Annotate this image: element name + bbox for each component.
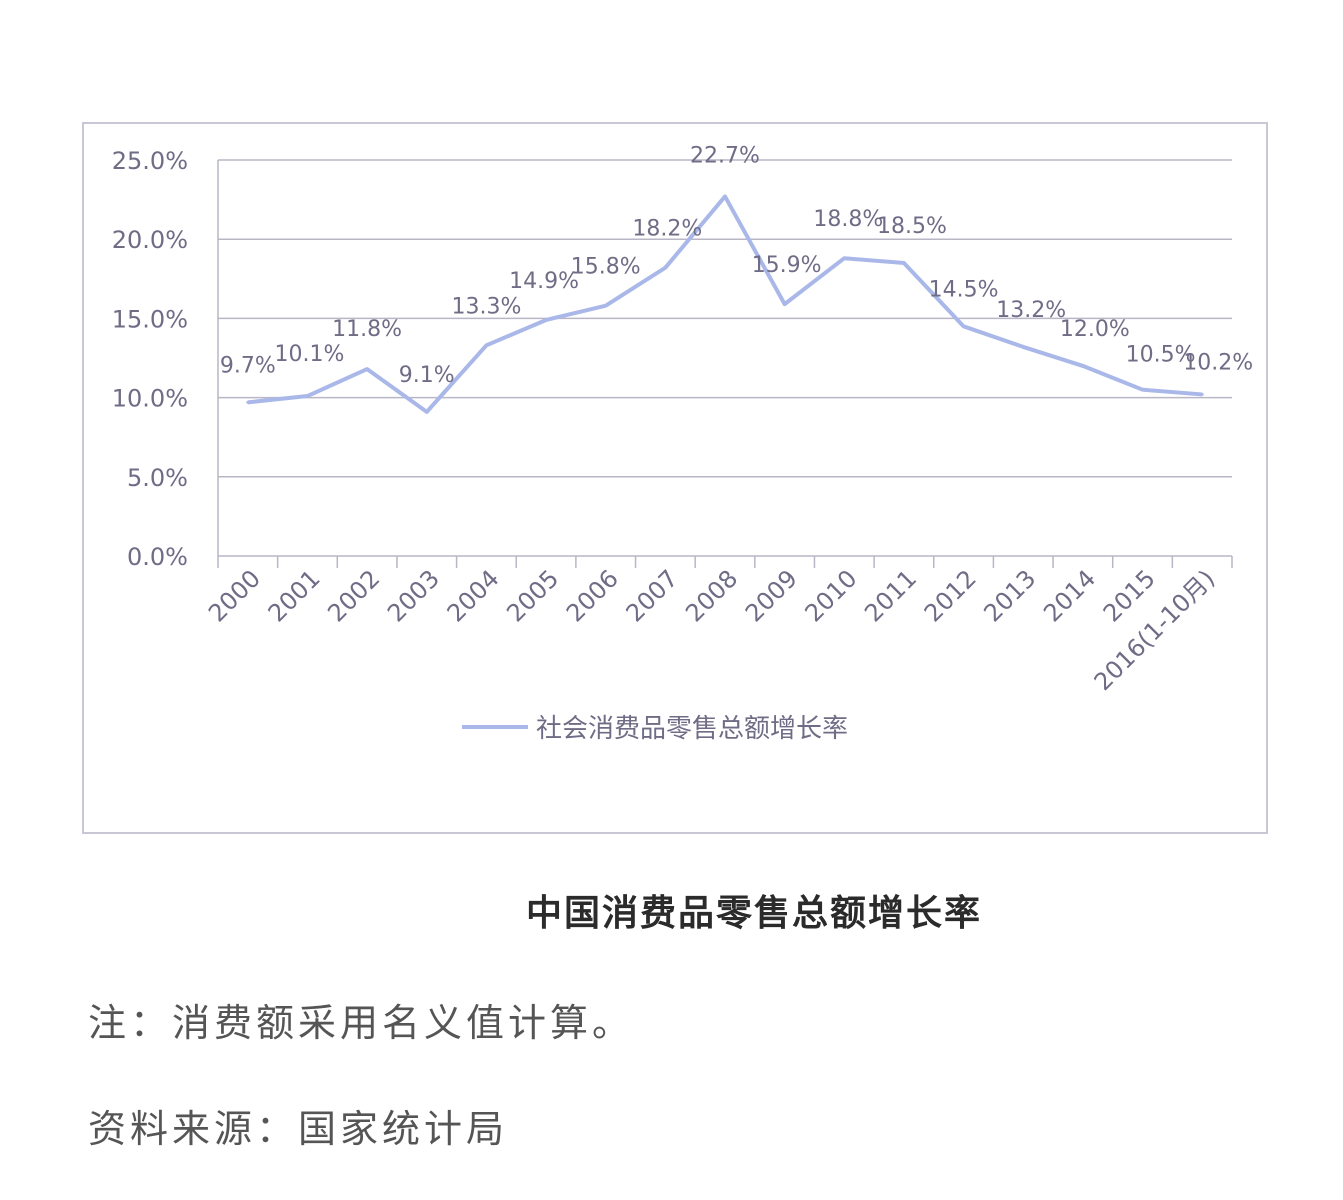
data-point [246, 400, 250, 404]
data-label: 18.8% [813, 207, 883, 232]
data-label: 18.5% [877, 214, 947, 239]
x-tick-label: 2001 [263, 564, 326, 627]
legend: 社会消费品零售总额增长率 [462, 714, 848, 744]
y-tick-label: 20.0% [112, 226, 188, 254]
data-label: 14.9% [509, 269, 579, 294]
data-label: 22.7% [690, 143, 760, 168]
x-tick-label: 2009 [740, 564, 803, 627]
legend-label: 社会消费品零售总额增长率 [536, 714, 848, 744]
y-tick-label: 15.0% [112, 305, 188, 333]
x-tick-label: 2010 [800, 564, 863, 627]
data-label: 9.1% [399, 363, 455, 388]
x-tick-label: 2014 [1038, 564, 1101, 627]
data-label: 11.8% [332, 317, 402, 342]
data-label: 9.7% [220, 353, 276, 378]
data-point [902, 261, 906, 265]
data-label: 10.1% [275, 342, 345, 367]
data-label: 14.5% [929, 277, 999, 302]
data-point [305, 394, 309, 398]
data-label: 15.9% [752, 253, 822, 278]
data-point [962, 324, 966, 328]
x-tick-label: 2011 [859, 564, 922, 627]
data-label: 15.8% [571, 255, 641, 280]
x-tick-label: 2005 [501, 564, 564, 627]
data-point [484, 343, 488, 347]
data-point [604, 304, 608, 308]
data-point [1200, 392, 1204, 396]
y-tick-label: 0.0% [127, 543, 188, 571]
data-point [1081, 364, 1085, 368]
x-tick-label: 2004 [442, 564, 505, 627]
data-label: 10.5% [1126, 343, 1196, 368]
x-tick-label: 2013 [978, 564, 1041, 627]
x-tick-label: 2006 [561, 564, 624, 627]
data-label: 18.2% [632, 217, 702, 242]
data-label: 13.2% [996, 298, 1066, 323]
source-text: 资料来源：国家统计局 [88, 1107, 509, 1151]
data-label: 10.2% [1183, 350, 1253, 375]
data-point [1021, 345, 1025, 349]
grid-lines [218, 159, 1232, 557]
data-point [663, 266, 667, 270]
note-text: 注：消费额采用名义值计算。 [88, 1001, 635, 1045]
data-point [723, 194, 727, 198]
data-labels: 9.7%10.1%11.8% 9.1% 13.3%14.9%15.8% 18.2% 22… [220, 143, 1253, 387]
series-layer [246, 194, 1204, 414]
line-chart: 0.0% 5.0% 10.0% 15.0% 20.0% 25.0% 200020012002… [112, 143, 1253, 744]
data-label: 12.0% [1060, 317, 1130, 342]
x-tick-label: 2007 [621, 564, 684, 627]
x-tick-label: 2000 [203, 564, 266, 627]
data-label: 13.3% [451, 294, 521, 319]
y-tick-label: 25.0% [112, 147, 188, 175]
data-point [544, 318, 548, 322]
data-point [1141, 388, 1145, 392]
y-tick-label: 10.0% [112, 385, 188, 413]
chart-frame [82, 122, 1268, 834]
data-point [842, 256, 846, 260]
chart-title: 中国消费品零售总额增长率 [526, 892, 983, 934]
x-tick-label: 2003 [382, 564, 445, 627]
data-point [365, 367, 369, 371]
data-point [783, 302, 787, 306]
data-point [425, 410, 429, 414]
x-tick-label: 2002 [322, 564, 385, 627]
x-tick-label: 2012 [919, 564, 982, 627]
y-tick-label: 5.0% [127, 464, 188, 492]
x-tick-label: 2008 [680, 564, 743, 627]
